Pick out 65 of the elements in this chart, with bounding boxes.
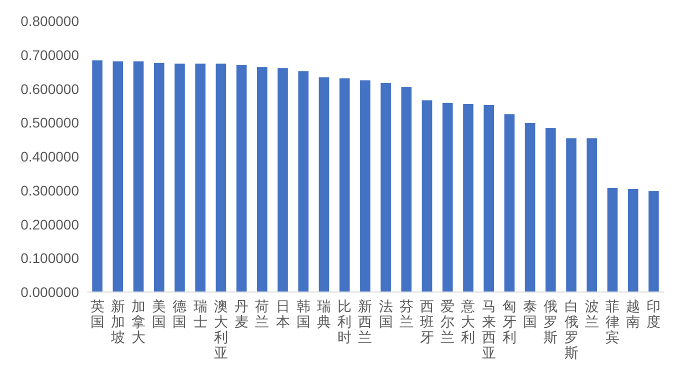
- bar: [628, 189, 638, 292]
- x-tick-label: 爱尔兰: [440, 298, 455, 345]
- x-tick-label: 菲律宾: [605, 298, 620, 345]
- bar: [648, 191, 659, 292]
- bar: [566, 138, 576, 292]
- x-tick-label: 美国: [152, 298, 166, 330]
- bar: [112, 61, 124, 292]
- y-tick-label: 0.000000: [20, 284, 80, 300]
- x-tick-label: 瑞典: [316, 298, 331, 330]
- bar: [463, 104, 474, 292]
- bar: [586, 138, 598, 292]
- x-tick-label: 瑞士: [193, 298, 208, 330]
- x-tick-label: 新加坡: [110, 298, 125, 345]
- y-tick-label: 0.500000: [20, 114, 80, 131]
- x-tick-label: 马来西亚: [482, 298, 496, 360]
- x-tick-label: 日本: [276, 298, 290, 330]
- bar: [298, 71, 309, 292]
- x-tick-label: 法国: [378, 298, 393, 330]
- bar: [422, 100, 432, 292]
- y-tick-label: 0.400000: [20, 148, 80, 164]
- x-tick-label: 越南: [626, 298, 640, 330]
- y-tick-label: 0.300000: [20, 182, 80, 198]
- x-tick-label: 韩国: [296, 298, 310, 330]
- bar: [174, 64, 185, 292]
- x-tick-label: 荷兰: [255, 298, 270, 330]
- bar: [401, 87, 412, 292]
- x-tick-label: 西班牙: [420, 298, 434, 345]
- x-tick-label: 白俄罗斯: [564, 298, 578, 360]
- bar: [133, 61, 144, 292]
- x-tick-label: 印度: [646, 298, 661, 330]
- y-tick-label: 0.200000: [20, 216, 80, 232]
- bar: [257, 67, 268, 292]
- bar: [504, 114, 515, 292]
- x-tick-label: 波兰: [584, 298, 599, 330]
- bar: [318, 77, 330, 292]
- x-tick-label: 澳大利亚: [214, 298, 228, 360]
- bar: [216, 64, 226, 292]
- x-tick-label: 德国: [172, 298, 187, 330]
- bar: [154, 63, 164, 292]
- y-tick-label: 0.800000: [20, 13, 80, 29]
- bar: [339, 78, 350, 292]
- x-tick-label: 加拿大: [132, 298, 146, 345]
- x-tick-label: 俄罗斯: [544, 298, 558, 345]
- y-tick-label: 0.600000: [20, 80, 80, 97]
- bar: [484, 105, 494, 292]
- x-tick-label: 比利时: [338, 298, 352, 345]
- bar: [380, 82, 391, 292]
- x-tick-label: 新西兰: [358, 298, 372, 345]
- bar: [546, 128, 556, 292]
- bar: [442, 102, 453, 292]
- bar: [195, 64, 206, 292]
- x-tick-label: 泰国: [523, 298, 538, 330]
- bar: [360, 80, 370, 292]
- x-tick-label: 意大利: [460, 298, 476, 345]
- bar: [524, 122, 536, 292]
- x-tick-label: 芬兰: [399, 298, 414, 330]
- x-tick-label: 英国: [90, 298, 104, 330]
- bar: [278, 68, 288, 292]
- bar: [607, 188, 618, 292]
- y-tick-label: 0.700000: [20, 46, 80, 63]
- x-tick-label: 匈牙利: [502, 298, 516, 345]
- x-tick-label: 丹麦: [234, 298, 249, 330]
- bar: [92, 60, 102, 292]
- bar: [236, 65, 247, 292]
- y-tick-label: 0.100000: [20, 250, 80, 266]
